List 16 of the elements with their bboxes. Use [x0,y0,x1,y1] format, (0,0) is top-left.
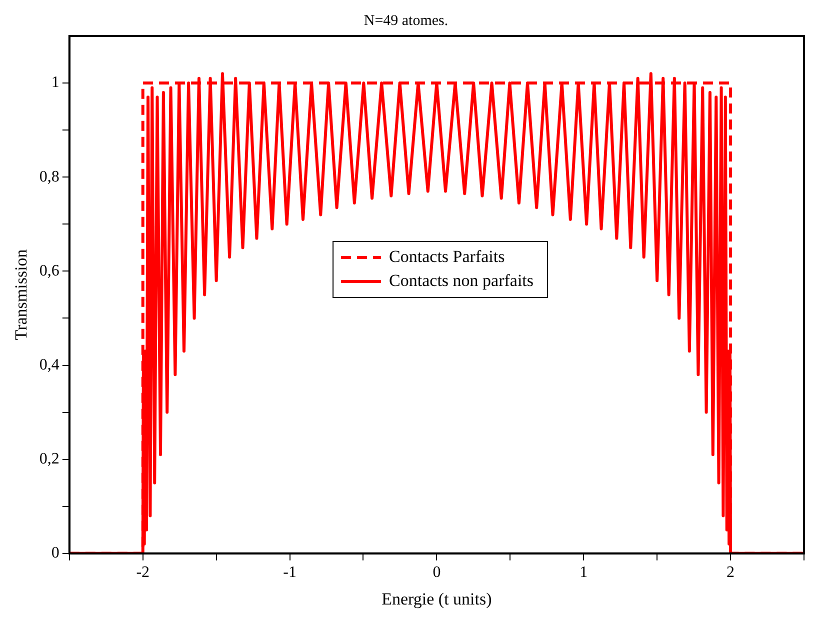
x-tick-label: 0 [432,564,441,582]
y-tick-label: 1 [51,74,60,92]
legend-label: Contacts non parfaits [389,270,534,290]
x-axis-title: Energie (t units) [382,589,492,608]
chart-title: N=49 atomes. [364,12,448,29]
x-tick-label: 1 [580,564,588,582]
y-axis-title: Transmission [12,248,31,340]
y-tick-label: 0 [51,544,60,562]
y-tick-label: 0,4 [39,356,60,374]
y-tick-label: 0,6 [39,262,60,280]
x-tick-label: -2 [136,564,150,582]
x-tick-label: 2 [726,564,735,582]
x-tick-label: -1 [283,564,296,582]
y-tick-label: 0,2 [39,450,60,468]
y-tick-label: 0,8 [39,168,60,186]
legend-label: Contacts Parfaits [389,246,505,266]
